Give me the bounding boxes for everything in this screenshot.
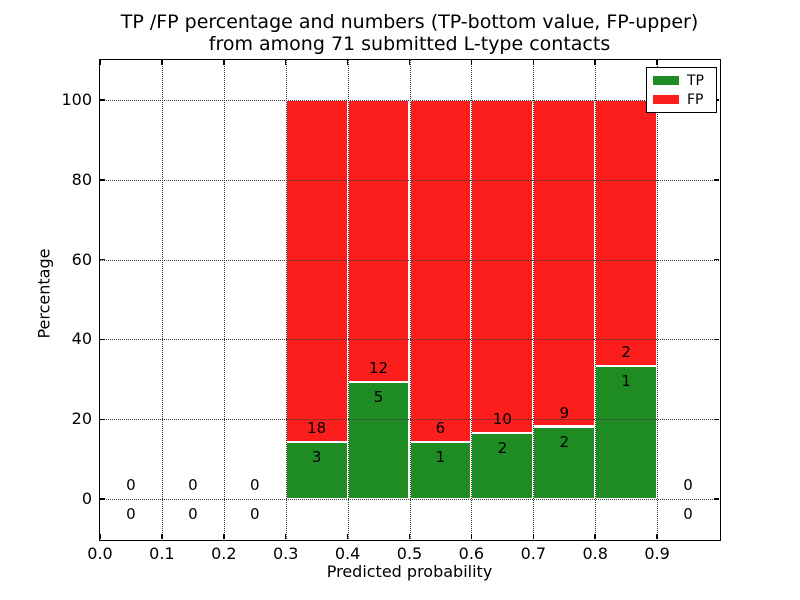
gridline-vertical [223, 60, 225, 539]
x-tick-mark [656, 60, 658, 65]
tp-count-label: 5 [373, 387, 384, 406]
tp-count-label: 0 [249, 505, 260, 524]
y-tick-mark [100, 258, 105, 261]
x-tick-label: 0.2 [211, 544, 237, 563]
tp-bar-segment [471, 432, 534, 500]
y-axis-label: Percentage [34, 248, 54, 339]
y-tick-mark [100, 99, 105, 101]
fp-count-label: 2 [621, 343, 631, 362]
fp-bar-segment [285, 99, 348, 443]
legend-label-fp: FP [687, 91, 704, 108]
fp-count-label: 10 [492, 409, 512, 428]
x-tick-mark [346, 534, 349, 539]
tp-bar-segment [285, 442, 348, 500]
tp-swatch-icon [653, 76, 679, 85]
x-tick-mark [656, 534, 658, 539]
fp-count-label: 0 [126, 476, 136, 495]
x-tick-label: 0.5 [396, 544, 423, 563]
x-tick-mark [284, 534, 287, 539]
x-tick-mark [161, 60, 163, 65]
y-tick-mark [714, 498, 719, 500]
tp-bar-segment [409, 442, 472, 500]
y-tick-mark [714, 179, 719, 181]
gridline-vertical [657, 60, 659, 539]
tp-count-label: 0 [683, 505, 693, 524]
y-tick-label: 60 [71, 249, 92, 269]
x-tick-mark [161, 534, 163, 539]
legend-item-fp: FP [653, 91, 710, 109]
x-tick-mark [346, 60, 349, 65]
fp-bar-segment [471, 99, 534, 433]
y-tick-label: 100 [61, 89, 92, 109]
x-tick-label: 0.3 [272, 544, 299, 563]
tp-count-label: 2 [497, 438, 508, 457]
x-tick-label: 0.9 [644, 544, 670, 563]
fp-swatch-icon [653, 95, 679, 104]
y-tick-label: 20 [71, 409, 92, 429]
tp-count-label: 1 [621, 372, 631, 391]
x-tick-label: 0.6 [458, 544, 485, 563]
tp-count-label: 3 [311, 448, 322, 467]
tp-count-label: 2 [559, 432, 570, 451]
gridline-vertical [161, 60, 163, 539]
chart-title: TP /FP percentage and numbers (TP-bottom… [100, 11, 719, 55]
x-tick-label: 0.7 [520, 544, 547, 563]
fp-bar-segment [347, 99, 410, 382]
chart-title-line2: from among 71 submitted L-type contacts [208, 33, 611, 55]
x-tick-mark [470, 60, 473, 65]
x-tick-label: 0.4 [334, 544, 361, 563]
tp-count-label: 1 [435, 448, 446, 467]
y-tick-mark [100, 418, 105, 420]
legend-item-tp: TP [653, 72, 710, 90]
gridline-horizontal [100, 499, 719, 501]
fp-bar-segment [595, 99, 658, 367]
y-tick-label: 40 [71, 329, 92, 349]
tp-bar-segment [595, 366, 658, 500]
x-tick-mark [408, 60, 411, 65]
y-tick-mark [100, 498, 105, 500]
x-tick-mark [408, 534, 411, 539]
x-axis-label: Predicted probability [326, 562, 493, 581]
y-tick-mark [714, 418, 719, 420]
fp-count-label: 0 [249, 476, 260, 495]
fp-count-label: 0 [188, 476, 198, 495]
x-tick-label: 0.8 [582, 544, 608, 563]
x-tick-mark [470, 534, 473, 539]
x-tick-mark [532, 534, 535, 539]
x-tick-mark [223, 534, 225, 539]
y-tick-mark [714, 338, 719, 341]
y-tick-mark [714, 258, 719, 261]
legend: TP FP [646, 67, 717, 113]
fp-count-label: 6 [435, 419, 446, 438]
fp-count-label: 12 [369, 358, 389, 377]
x-tick-mark [99, 60, 101, 65]
legend-label-tp: TP [687, 72, 704, 89]
x-tick-label: 0.1 [149, 544, 175, 563]
x-tick-mark [594, 60, 596, 65]
x-tick-mark [284, 60, 287, 65]
y-tick-mark [100, 338, 105, 341]
tp-bar-segment [347, 381, 410, 500]
x-tick-mark [532, 60, 535, 65]
tp-bar-segment [533, 426, 596, 500]
tp-count-label: 0 [188, 505, 198, 524]
x-tick-label: 0.0 [87, 544, 113, 563]
fp-count-label: 9 [559, 403, 570, 422]
x-tick-mark [223, 60, 225, 65]
x-tick-mark [99, 534, 101, 539]
fp-count-label: 0 [683, 476, 693, 495]
x-tick-mark [594, 534, 596, 539]
y-tick-mark [100, 179, 105, 181]
y-tick-label: 80 [71, 169, 92, 189]
fp-bar-segment [409, 99, 472, 443]
chart-title-line1: TP /FP percentage and numbers (TP-bottom… [120, 11, 699, 33]
tp-count-label: 0 [126, 505, 136, 524]
fp-count-label: 18 [307, 419, 327, 438]
y-tick-label: 0 [81, 489, 92, 509]
fp-bar-segment [533, 99, 596, 427]
